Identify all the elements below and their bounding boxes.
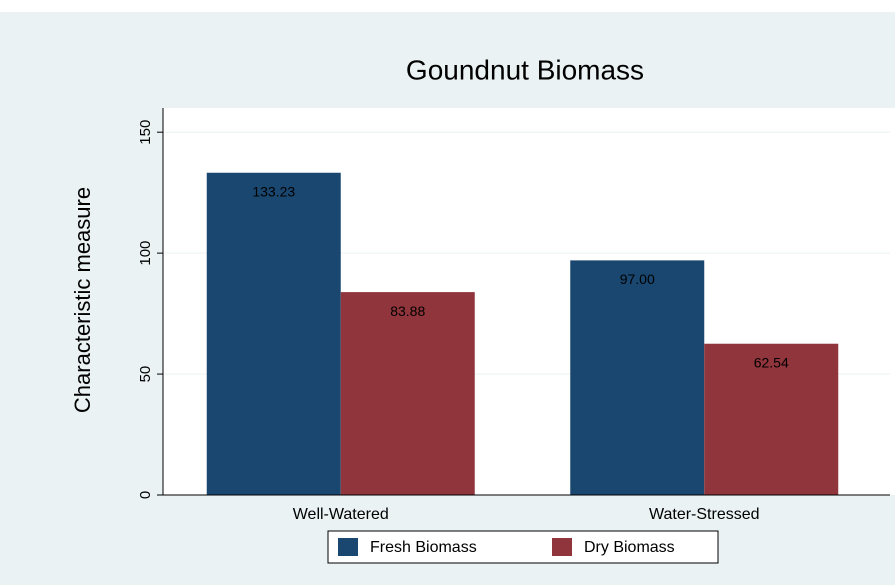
y-tick-label: 100	[137, 241, 154, 266]
legend-label: Dry Biomass	[584, 539, 675, 556]
x-tick-label: Water-Stressed	[649, 506, 760, 523]
y-axis-label: Characteristic measure	[70, 187, 95, 413]
data-label: 83.88	[390, 303, 425, 319]
bar	[704, 343, 839, 495]
bar	[206, 172, 341, 495]
y-tick-label: 150	[137, 120, 154, 145]
legend-label: Fresh Biomass	[370, 539, 477, 556]
data-label: 62.54	[754, 354, 789, 370]
chart-title: Goundnut Biomass	[406, 54, 644, 85]
y-tick-label: 50	[137, 366, 154, 383]
legend	[327, 530, 719, 564]
bar	[570, 260, 705, 495]
data-label: 97.00	[620, 271, 655, 287]
bar	[340, 292, 475, 495]
x-tick-label: Well-Watered	[293, 506, 389, 523]
y-tick-label: 0	[137, 491, 154, 499]
legend-swatch	[338, 538, 358, 556]
data-label: 133.23	[252, 183, 295, 199]
legend-swatch	[552, 538, 572, 556]
